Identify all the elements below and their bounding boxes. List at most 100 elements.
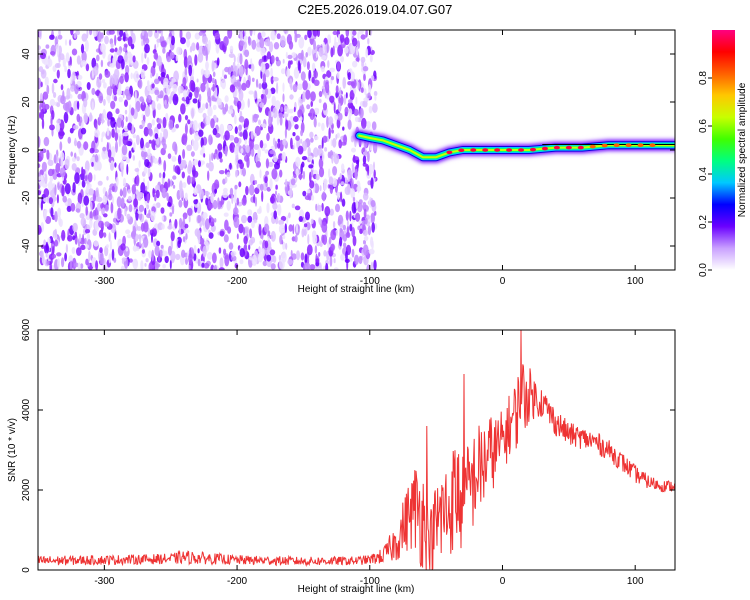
noise-blob <box>148 128 153 137</box>
noise-blob <box>264 149 269 154</box>
noise-blob <box>311 62 316 72</box>
signal-peak-spot <box>458 148 465 153</box>
noise-blob <box>302 190 307 197</box>
noise-blob <box>74 84 79 95</box>
noise-blob <box>321 202 324 212</box>
noise-blob <box>243 226 250 235</box>
noise-blob <box>182 236 186 243</box>
noise-blob <box>288 212 291 219</box>
noise-blob <box>286 215 289 224</box>
noise-blob <box>83 195 90 206</box>
noise-blob <box>304 253 308 264</box>
noise-blob <box>313 70 319 79</box>
noise-blob <box>91 101 94 111</box>
noise-blob <box>313 117 317 128</box>
noise-blob <box>90 201 93 212</box>
noise-blob <box>268 161 274 167</box>
noise-blob <box>40 200 44 211</box>
noise-blob <box>302 91 306 103</box>
noise-blob <box>180 103 186 115</box>
noise-blob <box>275 56 279 62</box>
noise-blob <box>143 151 146 162</box>
noise-blob <box>245 66 248 76</box>
noise-blob <box>166 192 169 202</box>
noise-blob <box>200 137 204 148</box>
noise-blob <box>269 178 273 190</box>
noise-blob <box>354 168 358 180</box>
noise-blob <box>230 65 234 73</box>
noise-blob <box>290 178 296 186</box>
noise-blob <box>155 30 158 34</box>
noise-blob <box>133 70 139 83</box>
noise-blob <box>45 216 52 224</box>
noise-blob <box>313 39 316 50</box>
noise-blob <box>136 226 142 231</box>
noise-blob <box>307 146 311 158</box>
noise-blob <box>128 204 133 213</box>
noise-blob <box>270 55 275 64</box>
noise-blob <box>86 233 91 241</box>
noise-blob <box>103 213 108 218</box>
noise-blob <box>235 169 238 178</box>
noise-blob <box>115 108 120 115</box>
noise-blob <box>153 157 158 164</box>
noise-blob <box>137 234 142 240</box>
noise-blob <box>227 66 231 75</box>
noise-blob <box>253 30 256 36</box>
noise-blob <box>140 101 146 112</box>
noise-blob <box>296 223 298 234</box>
noise-blob <box>89 217 93 229</box>
noise-blob <box>264 38 271 47</box>
noise-blob <box>373 169 376 179</box>
noise-blob <box>297 109 303 118</box>
noise-blob <box>259 140 264 149</box>
noise-blob <box>343 46 349 54</box>
noise-blob <box>187 119 191 125</box>
noise-blob <box>146 193 150 204</box>
noise-blob <box>51 253 57 259</box>
noise-blob <box>270 230 276 242</box>
noise-blob <box>289 187 293 199</box>
noise-blob <box>234 145 239 156</box>
noise-blob <box>224 95 229 103</box>
noise-blob <box>151 83 155 89</box>
noise-blob <box>196 42 200 51</box>
noise-blob <box>214 179 220 190</box>
noise-blob <box>241 82 247 91</box>
noise-blob <box>297 60 301 72</box>
noise-blob <box>234 263 239 269</box>
noise-blob <box>300 252 305 261</box>
noise-blob <box>179 30 183 40</box>
noise-blob <box>335 91 339 99</box>
noise-blob <box>288 108 294 114</box>
noise-blob <box>61 229 66 242</box>
noise-blob <box>364 254 367 265</box>
noise-blob <box>229 45 234 53</box>
noise-blob <box>352 30 357 36</box>
noise-blob <box>325 81 330 94</box>
noise-blob <box>103 82 107 89</box>
noise-blob <box>147 180 150 190</box>
noise-blob <box>93 215 99 220</box>
noise-blob <box>226 200 231 211</box>
noise-blob <box>178 113 182 123</box>
noise-blob <box>372 103 378 113</box>
noise-blob <box>358 199 363 205</box>
noise-blob <box>39 250 44 258</box>
noise-blob <box>347 183 351 193</box>
noise-blob <box>138 78 143 89</box>
noise-blob <box>337 44 343 57</box>
noise-blob <box>279 258 285 270</box>
noise-blob <box>167 153 172 160</box>
noise-blob <box>96 77 102 88</box>
noise-blob <box>367 180 372 186</box>
signal-peak-spot <box>625 143 632 147</box>
noise-blob <box>312 234 318 245</box>
noise-blob <box>304 195 311 201</box>
noise-blob <box>174 143 178 155</box>
noise-blob <box>117 207 122 220</box>
noise-blob <box>209 96 212 109</box>
noise-blob <box>116 129 120 134</box>
noise-blob <box>38 45 41 51</box>
noise-blob <box>253 144 260 150</box>
